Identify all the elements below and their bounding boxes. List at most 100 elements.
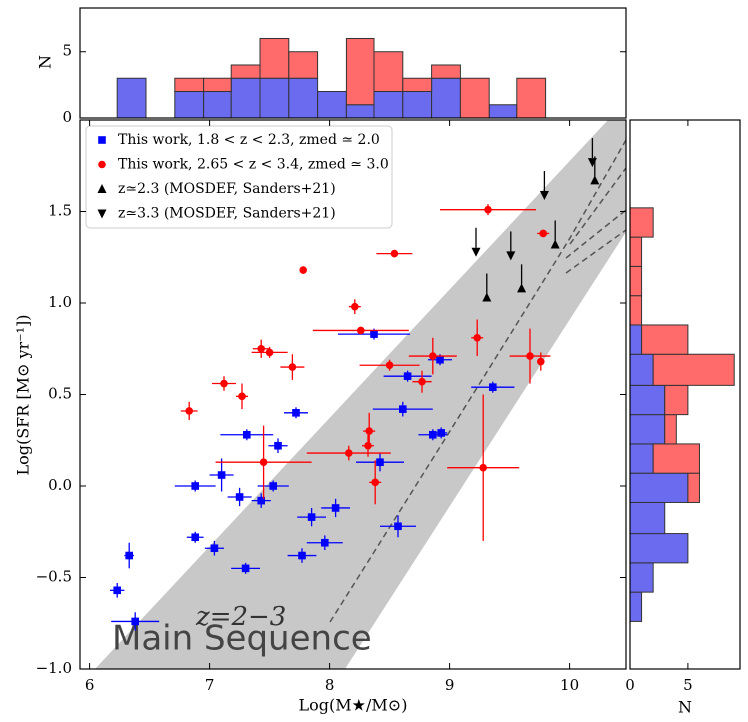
y-tick-label: 1.5 (48, 202, 72, 220)
marker (257, 496, 265, 505)
histogram-bar (629, 414, 666, 445)
histogram-bar (431, 64, 461, 79)
histogram-bar (431, 77, 461, 119)
legend-label: This work, 1.8 < z < 2.3, zmed ≃ 2.0 (118, 132, 380, 148)
marker (113, 586, 121, 595)
histogram-bar (664, 414, 677, 445)
marker (331, 504, 340, 512)
y-tick-label: −0.5 (36, 568, 72, 586)
marker (274, 441, 282, 450)
marker (321, 538, 329, 547)
marker (489, 383, 497, 391)
histogram-bar (629, 533, 689, 564)
marker (429, 352, 437, 360)
marker (185, 407, 193, 415)
histogram-bar (259, 37, 290, 79)
marker (479, 463, 488, 472)
histogram-bar (488, 104, 518, 119)
marker (399, 405, 407, 413)
marker (97, 209, 107, 219)
marker (482, 292, 492, 302)
histogram-bar (230, 77, 261, 119)
dashed-relation (329, 139, 626, 623)
marker (269, 482, 277, 490)
marker (471, 247, 481, 257)
marker (210, 544, 219, 553)
x-tick-label: 6 (85, 676, 95, 694)
histogram-bar (402, 77, 433, 92)
y-tick-label: 1.0 (48, 293, 72, 311)
histogram-bar (373, 51, 404, 92)
marker (125, 551, 133, 560)
legend-label: z≃3.3 (MOSDEF, Sanders+21) (118, 206, 336, 222)
marker (238, 392, 246, 401)
x-tick-label: 8 (325, 676, 335, 694)
legend-box (85, 125, 393, 229)
marker (307, 513, 316, 521)
scatter-layer (110, 138, 600, 631)
marker (191, 482, 199, 490)
marker (526, 352, 534, 360)
marker (550, 239, 560, 249)
x-tick-label: 7 (205, 676, 215, 694)
marker (259, 458, 268, 467)
histogram-bar (629, 295, 643, 326)
histogram-bar (629, 324, 643, 355)
histogram-bar (174, 77, 205, 92)
x-tick-label: 0 (625, 676, 635, 694)
y-axis-label: N (36, 55, 55, 69)
histogram-bar (687, 472, 700, 503)
y-axis-label: Log(SFR [M⊙ yr⁻¹]) (14, 314, 33, 475)
histogram-bar (629, 501, 666, 535)
histogram-bar (629, 207, 654, 238)
marker (220, 379, 228, 388)
histogram-bar (259, 77, 290, 119)
y-tick-label: 0.0 (48, 476, 72, 494)
marker (217, 471, 226, 479)
marker (97, 184, 107, 193)
histogram-bar (629, 236, 643, 267)
marker (590, 175, 600, 185)
histogram-bar (373, 90, 404, 119)
histogram-bar (629, 443, 654, 474)
marker (436, 355, 444, 364)
legend-label: z≃2.3 (MOSDEF, Sanders+21) (118, 181, 336, 197)
histogram-bar (203, 90, 232, 119)
histogram-bar (288, 77, 319, 119)
annotation: z=2−3 (195, 602, 286, 632)
marker (537, 357, 545, 366)
marker (265, 348, 274, 357)
marker (364, 441, 372, 450)
marker (371, 478, 380, 487)
marker (345, 449, 353, 457)
marker (131, 617, 139, 626)
marker (351, 302, 359, 311)
histogram-bar (641, 324, 689, 355)
histogram-bar (230, 64, 261, 79)
marker (376, 458, 384, 467)
marker (539, 191, 549, 201)
marker (98, 136, 106, 144)
marker (370, 330, 378, 338)
legend-label: This work, 2.65 < z < 3.4, zmed ≃ 3.0 (118, 157, 389, 173)
histogram-bar (629, 265, 643, 297)
marker (539, 229, 547, 238)
y-tick-label: 5 (62, 42, 72, 60)
marker (299, 266, 308, 274)
marker (298, 551, 306, 560)
marker (437, 429, 445, 437)
histogram-bar (345, 104, 375, 119)
histogram-bar (288, 51, 319, 79)
marker (235, 493, 244, 501)
histogram-bar (629, 353, 654, 386)
dashed-relation (565, 209, 626, 259)
marker (390, 249, 399, 258)
histogram-bar (459, 77, 490, 119)
histogram-bar (116, 77, 147, 119)
histogram-bar (664, 384, 689, 416)
top-frame (79, 7, 627, 119)
y-tick-label: 0.5 (48, 385, 72, 403)
marker (191, 533, 199, 542)
marker (257, 344, 266, 353)
histogram-bar (652, 353, 735, 386)
